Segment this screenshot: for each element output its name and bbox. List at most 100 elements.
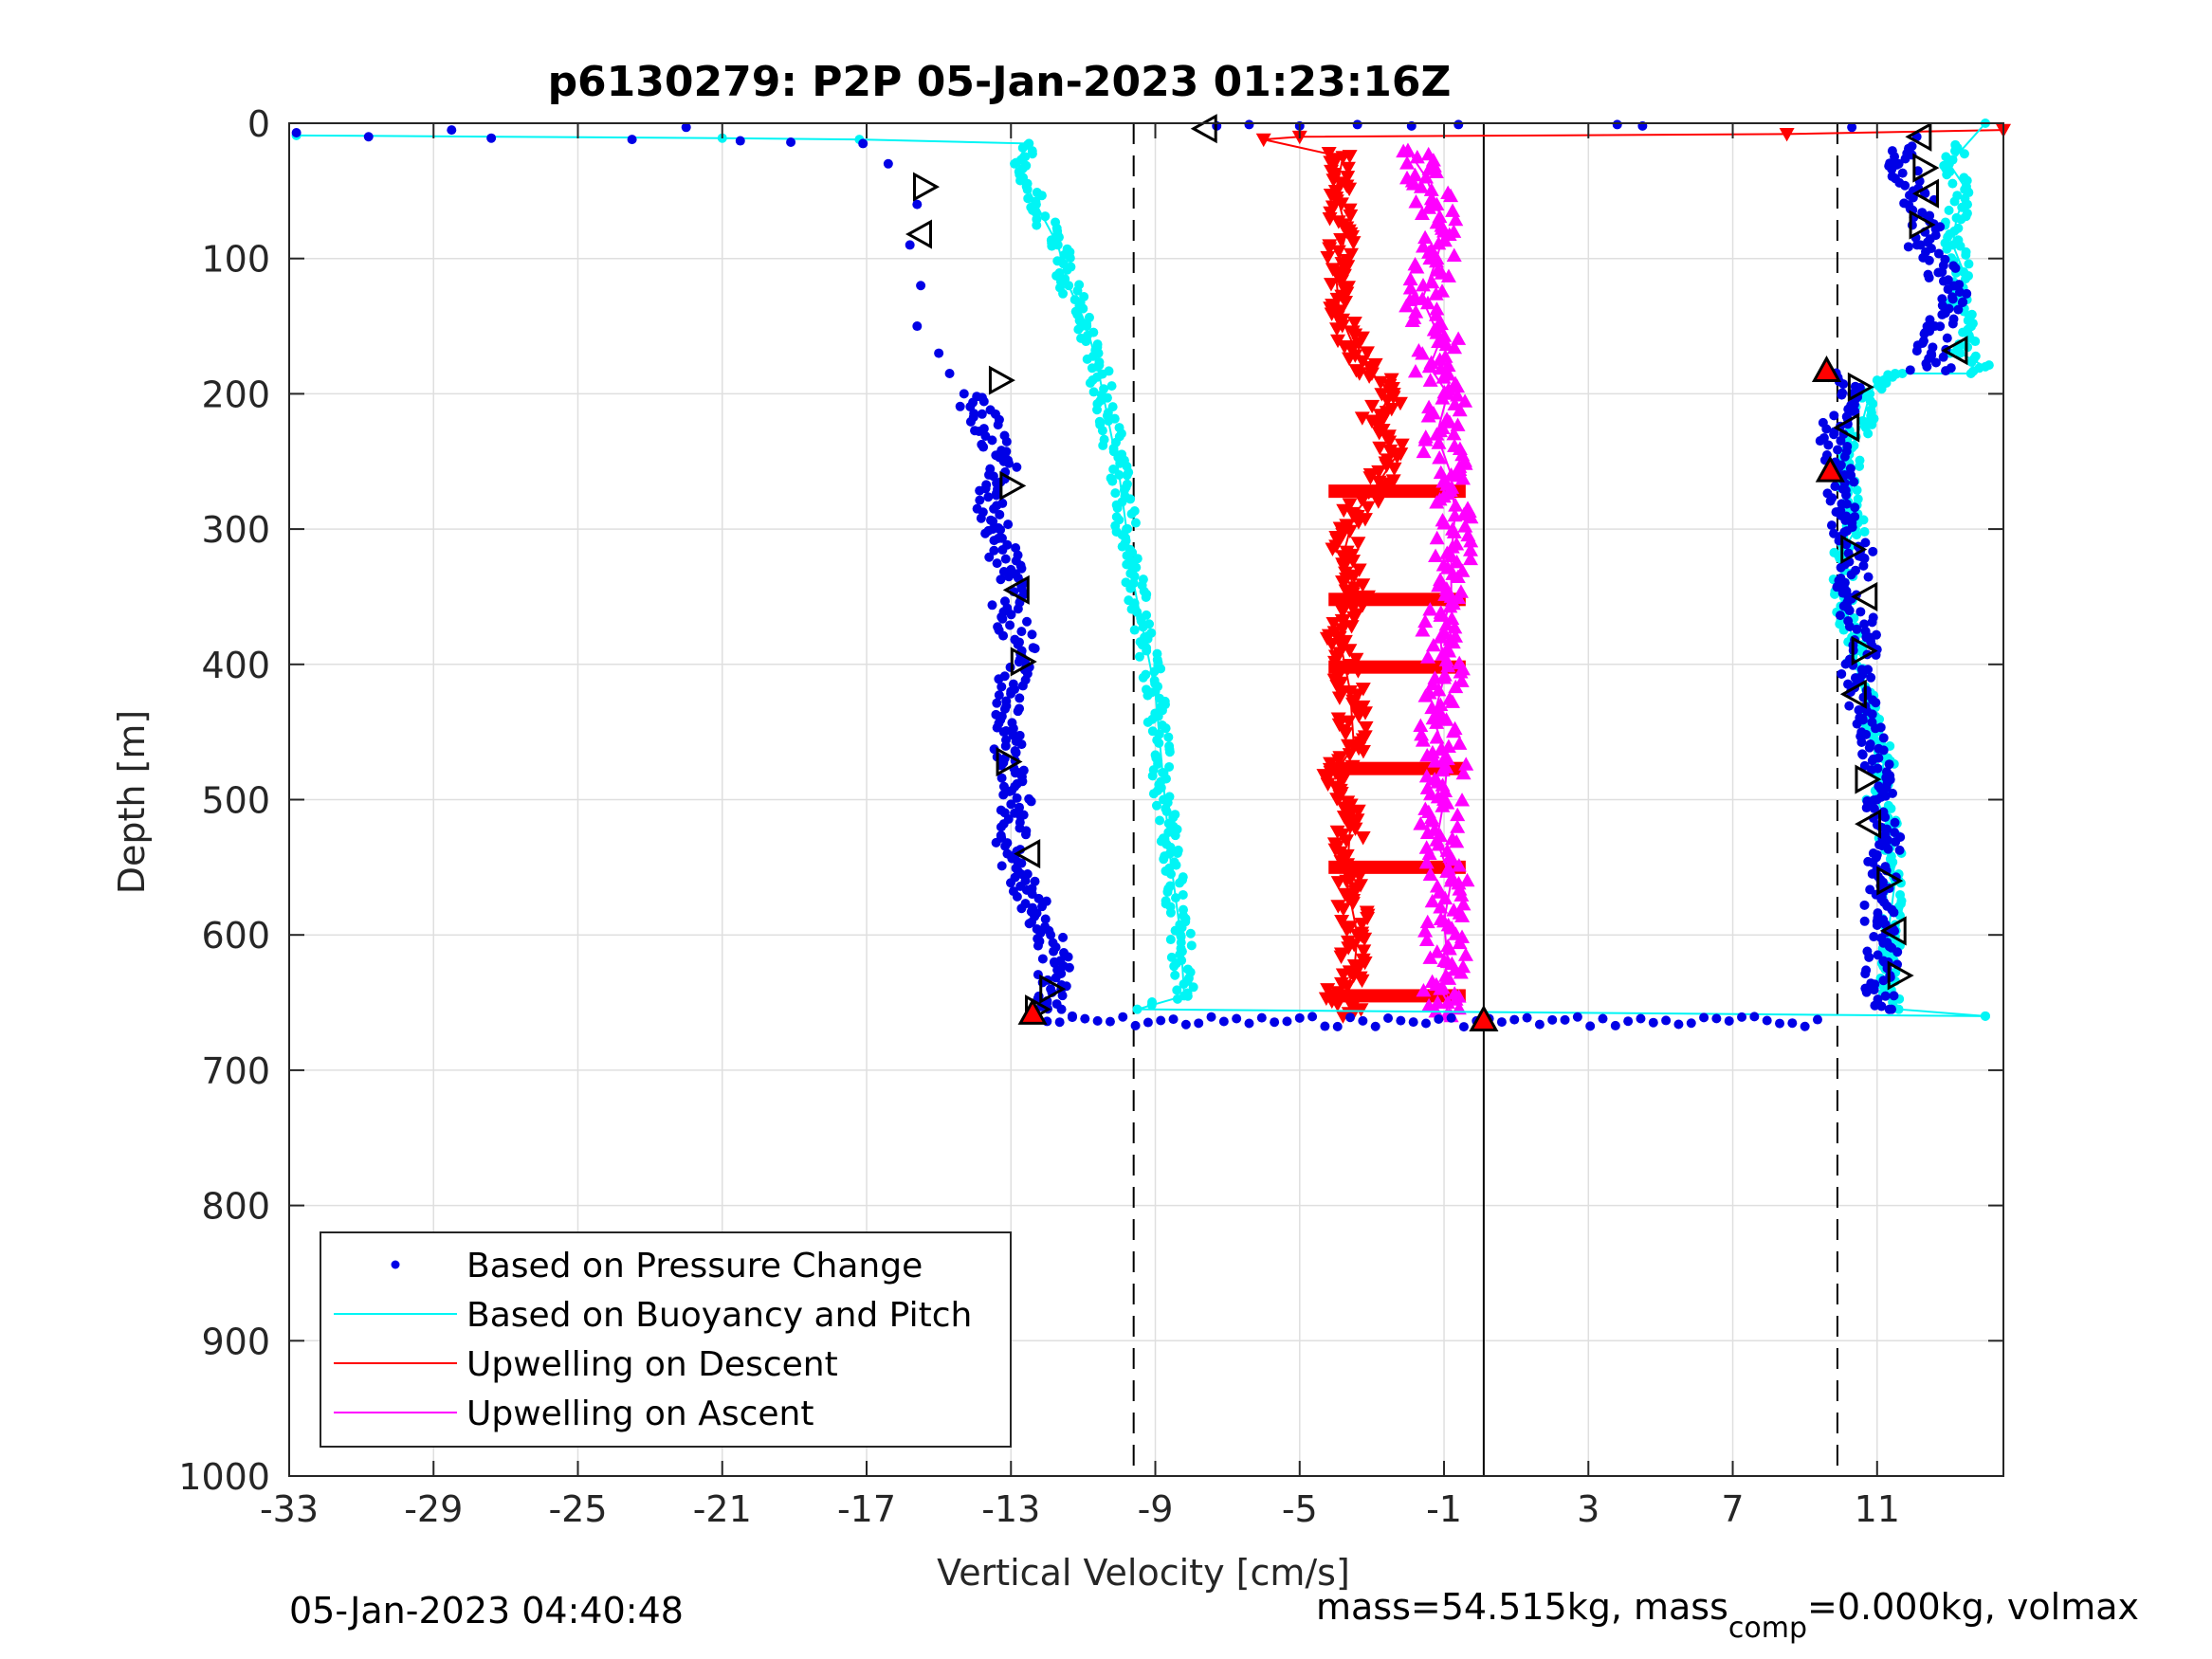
- pressure-point: [1033, 893, 1044, 903]
- ascent-point: [1428, 253, 1444, 268]
- pressure-point: [1867, 617, 1877, 628]
- chart-title: p6130279: P2P 05-Jan-2023 01:23:16Z: [548, 58, 1452, 106]
- ascent-point: [1433, 465, 1449, 480]
- pressure-point: [998, 630, 1009, 641]
- pressure-bottom-point: [1320, 1021, 1330, 1031]
- buoyancy-point: [1126, 509, 1137, 520]
- pressure-point: [993, 420, 1003, 430]
- buoyancy-point: [1130, 518, 1141, 528]
- pressure-point: [1044, 925, 1054, 936]
- buoyancy-point: [1955, 241, 1965, 251]
- pressure-point: [996, 773, 1007, 783]
- pressure-point: [1006, 688, 1016, 699]
- pressure-point: [1922, 361, 1932, 372]
- ascent-point: [1421, 245, 1437, 259]
- ascent-point: [1452, 736, 1468, 750]
- ascent-point: [1463, 509, 1479, 524]
- pressure-point: [1891, 837, 1901, 848]
- ascent-point: [1419, 825, 1435, 840]
- pressure-point: [1011, 542, 1021, 553]
- pressure-anchor-point: [363, 132, 374, 142]
- pressure-point: [1040, 914, 1051, 924]
- descent-point: [1342, 352, 1358, 367]
- buoyancy-point: [1961, 274, 1971, 284]
- ascent-point: [1446, 426, 1462, 441]
- pressure-point: [1841, 490, 1852, 501]
- pressure-point: [1938, 260, 1948, 270]
- pressure-anchor-point: [912, 321, 923, 332]
- buoyancy-point: [1125, 583, 1136, 593]
- descent-point: [1350, 516, 1366, 530]
- pressure-point: [975, 495, 985, 505]
- pressure-anchor-point: [905, 240, 915, 250]
- pressure-point: [1013, 639, 1023, 649]
- buoyancy-point: [1011, 157, 1021, 168]
- ascent-point: [1454, 793, 1471, 807]
- buoyancy-point: [1102, 392, 1112, 403]
- buoyancy-point: [1087, 363, 1097, 374]
- pressure-bottom-point: [1143, 1017, 1153, 1028]
- descent-point: [1334, 914, 1350, 929]
- pressure-point: [978, 396, 989, 407]
- pressure-point: [1000, 554, 1011, 564]
- pressure-point: [1878, 975, 1889, 986]
- ascent-point: [1457, 947, 1473, 961]
- pressure-point: [1935, 321, 1946, 332]
- ascent-point: [1462, 551, 1478, 566]
- pressure-bottom-point: [1636, 1013, 1646, 1024]
- ascent-point: [1414, 206, 1430, 221]
- pressure-bottom-point: [1458, 1022, 1469, 1032]
- pressure-point: [1889, 991, 1899, 1001]
- pressure-point: [1016, 903, 1027, 914]
- ascent-marker: [1855, 764, 1882, 794]
- descent-point: [1343, 209, 1359, 224]
- ascent-marker: [1851, 581, 1878, 611]
- ascent-marker: [1879, 916, 1907, 946]
- ascent-point: [1458, 757, 1474, 771]
- ascent-point: [1420, 409, 1436, 423]
- pressure-bottom-point: [1762, 1015, 1772, 1026]
- pressure-point: [981, 480, 992, 490]
- descent-point: [1330, 245, 1346, 259]
- ascent-point: [1437, 783, 1453, 798]
- pressure-point: [1015, 693, 1025, 703]
- pressure-point: [1878, 733, 1889, 743]
- pressure-bottom-point: [1156, 1015, 1166, 1026]
- pressure-bottom-point: [1673, 1019, 1684, 1030]
- pressure-point: [1856, 737, 1867, 747]
- ascent-point: [1448, 498, 1464, 512]
- pressure-point: [1000, 740, 1011, 751]
- ascent-point: [1431, 236, 1447, 250]
- ascent-point: [1413, 816, 1429, 830]
- pressure-point: [1051, 973, 1061, 983]
- pressure-bottom-point: [1547, 1014, 1558, 1025]
- legend-entry-label: Upwelling on Ascent: [466, 1395, 814, 1433]
- pressure-anchor-point: [447, 125, 457, 136]
- pressure-bottom-point: [1434, 1014, 1444, 1025]
- pressure-point: [1950, 263, 1961, 273]
- pressure-bottom-point: [1118, 1012, 1128, 1022]
- ascent-point: [1422, 950, 1438, 964]
- ascent-point: [1433, 828, 1449, 843]
- pressure-point: [1859, 554, 1870, 564]
- ascent-point: [1429, 715, 1445, 729]
- ascent-anchor-point: [1417, 170, 1434, 184]
- pressure-point: [1869, 804, 1879, 814]
- ascent-point: [1432, 352, 1448, 366]
- pressure-point: [1854, 705, 1864, 716]
- ascent-point: [1431, 837, 1447, 851]
- pressure-anchor-point: [934, 348, 944, 358]
- buoyancy-point: [1138, 672, 1148, 683]
- pressure-point: [996, 760, 1007, 771]
- pressure-point: [1875, 784, 1886, 794]
- descent-point: [1344, 897, 1361, 911]
- descent-marker: [988, 365, 1015, 395]
- descent-point: [1330, 876, 1346, 890]
- buoyancy-point: [1171, 893, 1181, 903]
- buoyancy-point: [1151, 800, 1161, 811]
- descent-point: [1344, 587, 1361, 602]
- ascent-point: [1440, 268, 1456, 283]
- pressure-point: [1013, 706, 1023, 717]
- pressure-point: [1917, 208, 1928, 218]
- pressure-bottom-point: [1168, 1014, 1179, 1025]
